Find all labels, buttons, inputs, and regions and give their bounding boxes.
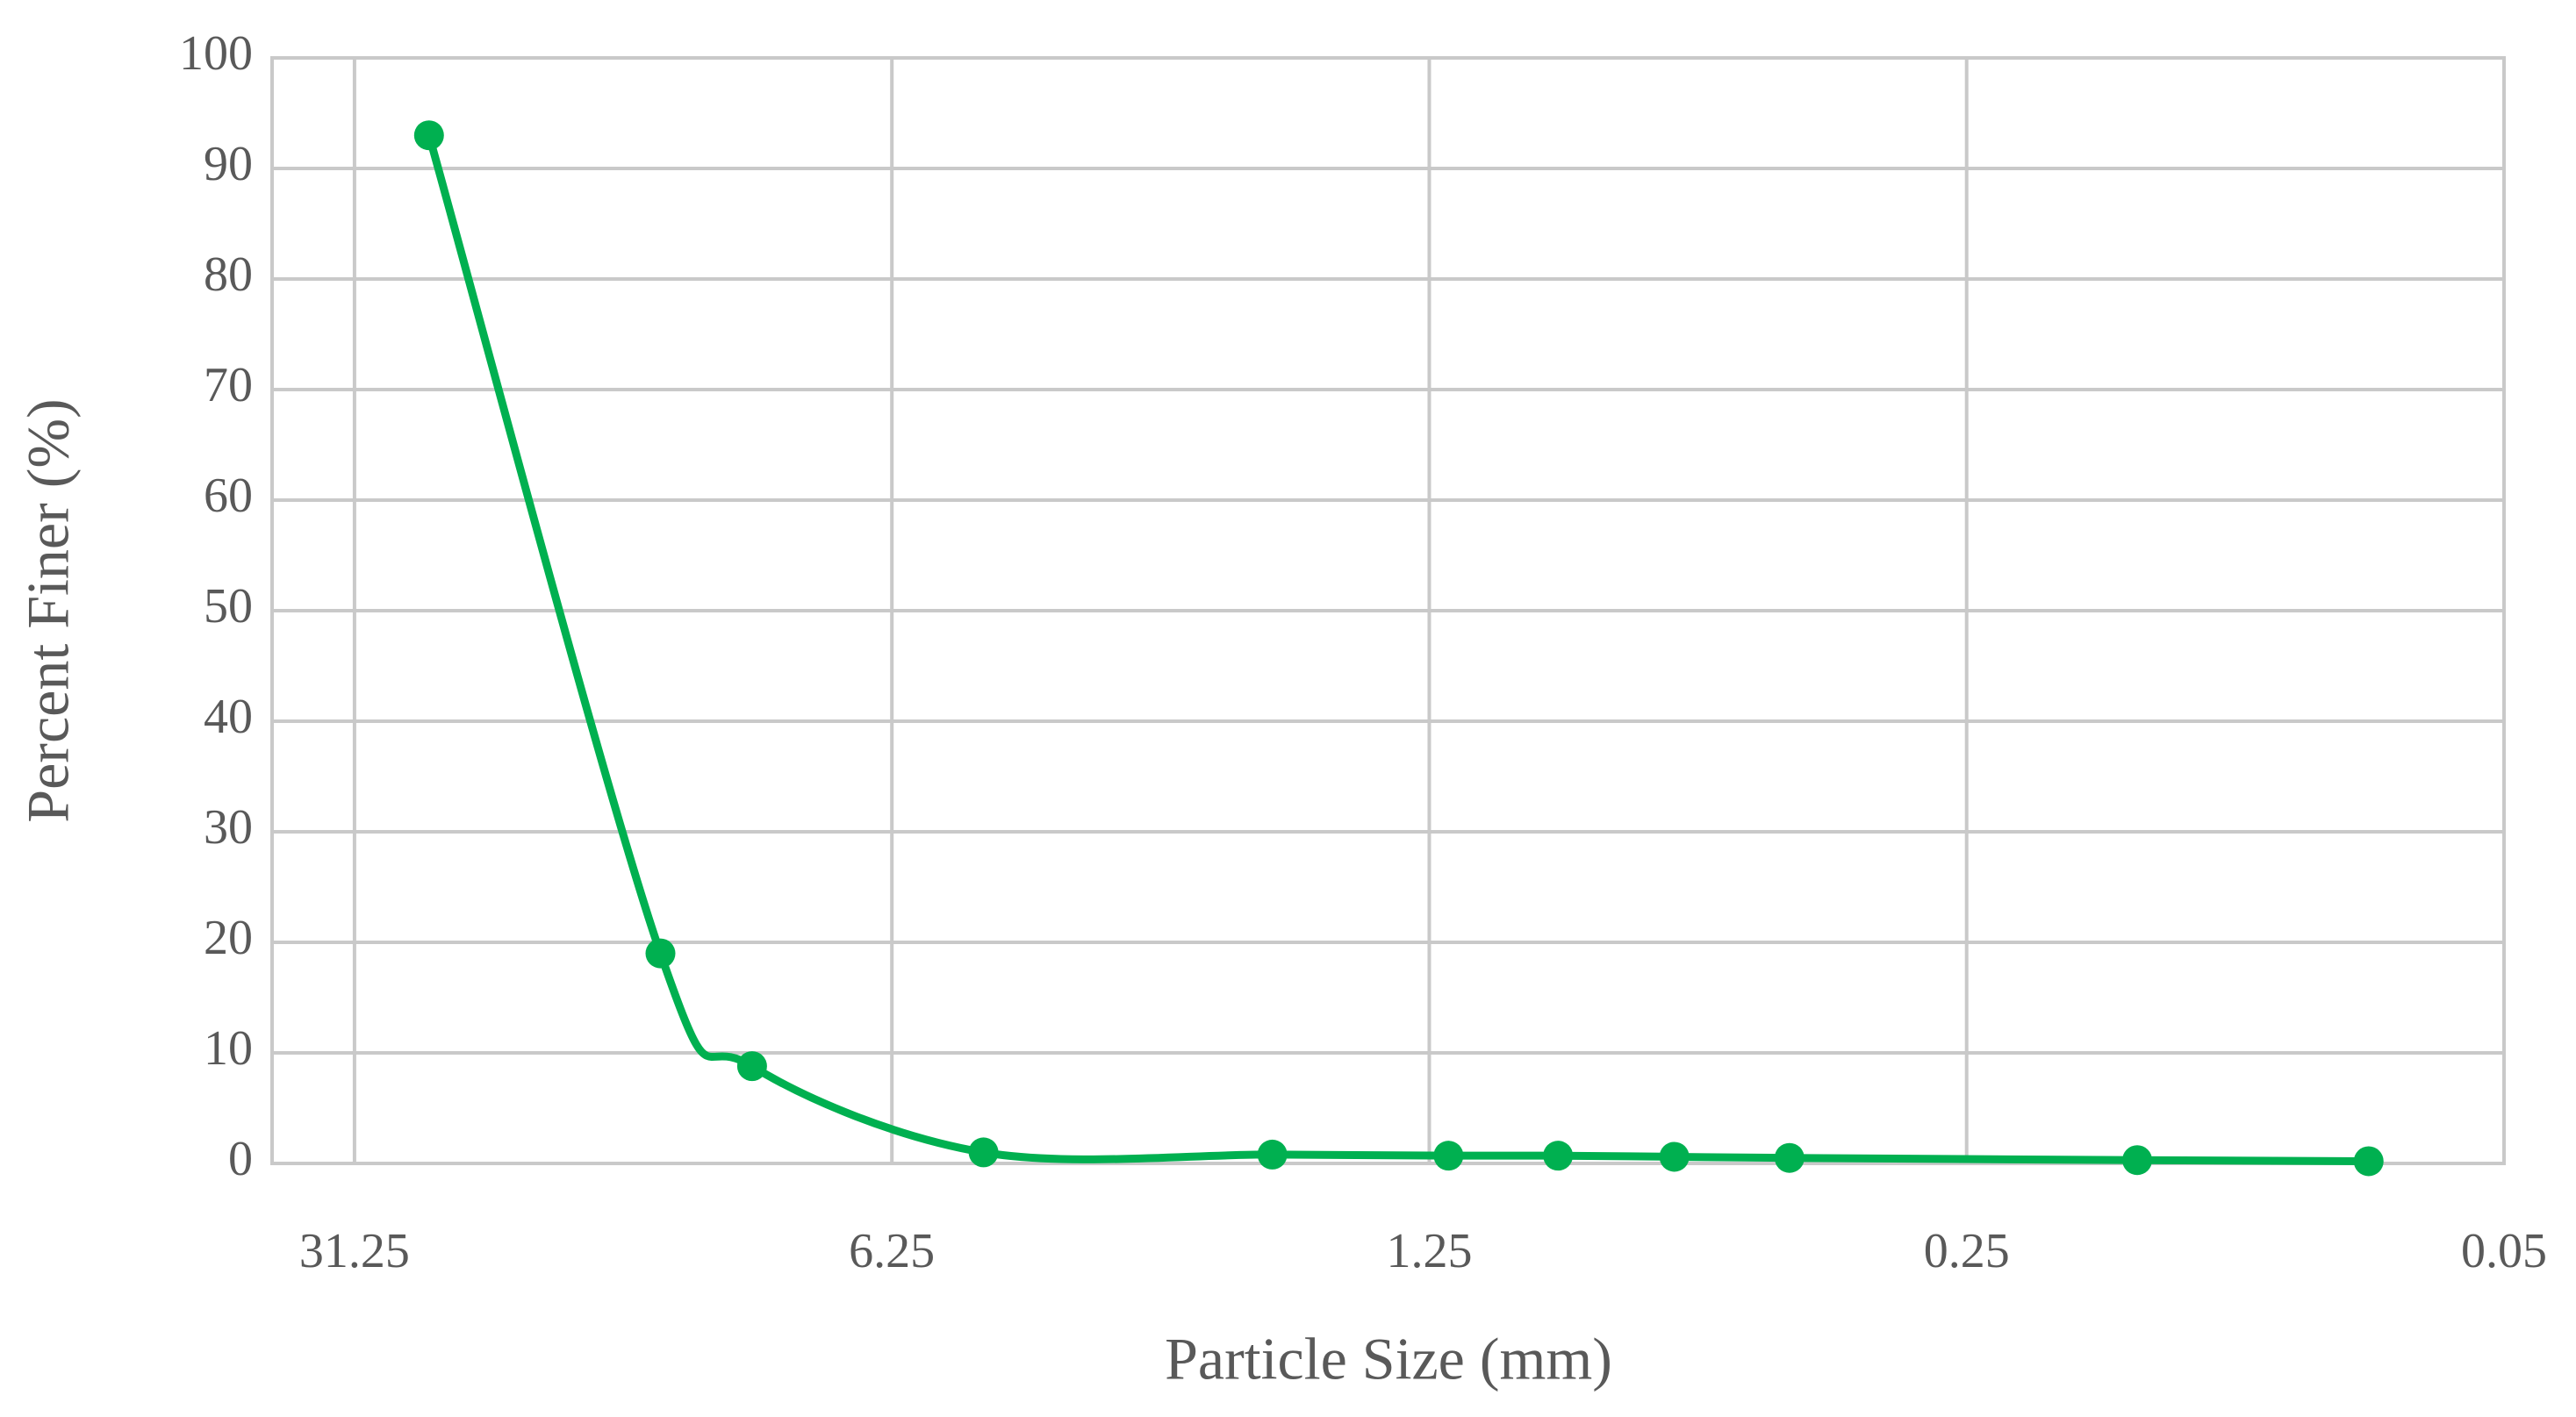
data-point xyxy=(968,1137,999,1168)
x-axis-title: Particle Size (mm) xyxy=(1165,1326,1612,1392)
y-tick-label: 50 xyxy=(204,579,253,633)
x-tick-label: 31.25 xyxy=(299,1224,410,1278)
y-tick-label: 10 xyxy=(204,1021,253,1076)
y-tick-label: 80 xyxy=(204,247,253,302)
data-point xyxy=(736,1051,767,1082)
data-point xyxy=(1774,1142,1805,1173)
x-tick-label: 0.05 xyxy=(2461,1224,2547,1278)
data-line xyxy=(425,133,2369,1165)
data-point xyxy=(1257,1139,1288,1170)
data-point xyxy=(645,938,676,969)
data-point xyxy=(1543,1141,1574,1171)
y-tick-label: 30 xyxy=(204,800,253,855)
y-tick-label: 90 xyxy=(204,137,253,191)
x-tick-label: 1.25 xyxy=(1386,1224,1472,1278)
data-point xyxy=(1659,1141,1690,1172)
y-tick-label: 60 xyxy=(204,469,253,523)
x-tick-label: 0.25 xyxy=(1924,1224,2010,1278)
data-point xyxy=(2353,1146,2384,1177)
y-tick-label: 0 xyxy=(228,1132,253,1186)
y-axis-title: Percent Finer (%) xyxy=(15,398,82,822)
y-tick-label: 20 xyxy=(204,911,253,965)
data-point xyxy=(2122,1145,2153,1176)
y-tick-label: 100 xyxy=(179,26,253,81)
data-point xyxy=(1433,1141,1464,1171)
plot-frame xyxy=(270,56,2506,1165)
x-tick-label: 6.25 xyxy=(849,1224,935,1278)
data-point xyxy=(413,120,444,151)
y-tick-label: 70 xyxy=(204,358,253,412)
y-tick-label: 40 xyxy=(204,690,253,744)
